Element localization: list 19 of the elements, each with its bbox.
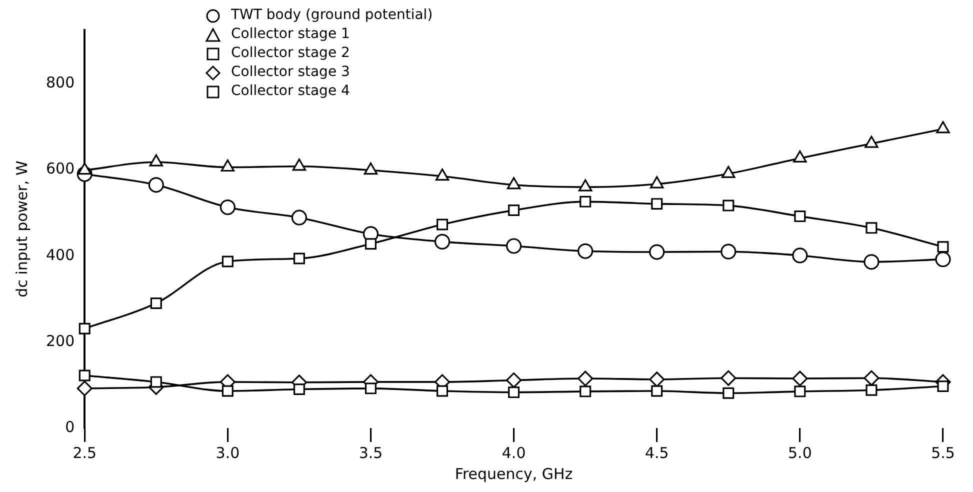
legend-label: Collector stage 1 xyxy=(231,25,350,44)
y-tick-label: 800 xyxy=(46,74,75,92)
y-tick-label: 600 xyxy=(46,160,75,178)
x-axis-title: Frequency, GHz xyxy=(454,464,573,483)
x-tick-label: 3.0 xyxy=(216,444,240,462)
legend-label: Collector stage 3 xyxy=(231,63,350,82)
y-axis-title: dc input power, W xyxy=(12,160,31,298)
x-tick-label: 2.5 xyxy=(72,444,97,462)
x-tick-label: 4.0 xyxy=(502,444,526,462)
y-tick-label: 0 xyxy=(65,418,75,436)
legend-label: Collector stage 2 xyxy=(231,44,350,63)
x-tick-label: 4.5 xyxy=(644,444,669,462)
y-tick-label: 200 xyxy=(46,332,75,350)
x-tick-label: 5.0 xyxy=(788,444,812,462)
legend-label: Collector stage 4 xyxy=(231,82,350,101)
legend-label: TWT body (ground potential) xyxy=(231,6,433,25)
x-tick-label: 5.5 xyxy=(931,444,955,462)
y-tick-label: 400 xyxy=(46,246,75,264)
x-tick-label: 3.5 xyxy=(358,444,383,462)
